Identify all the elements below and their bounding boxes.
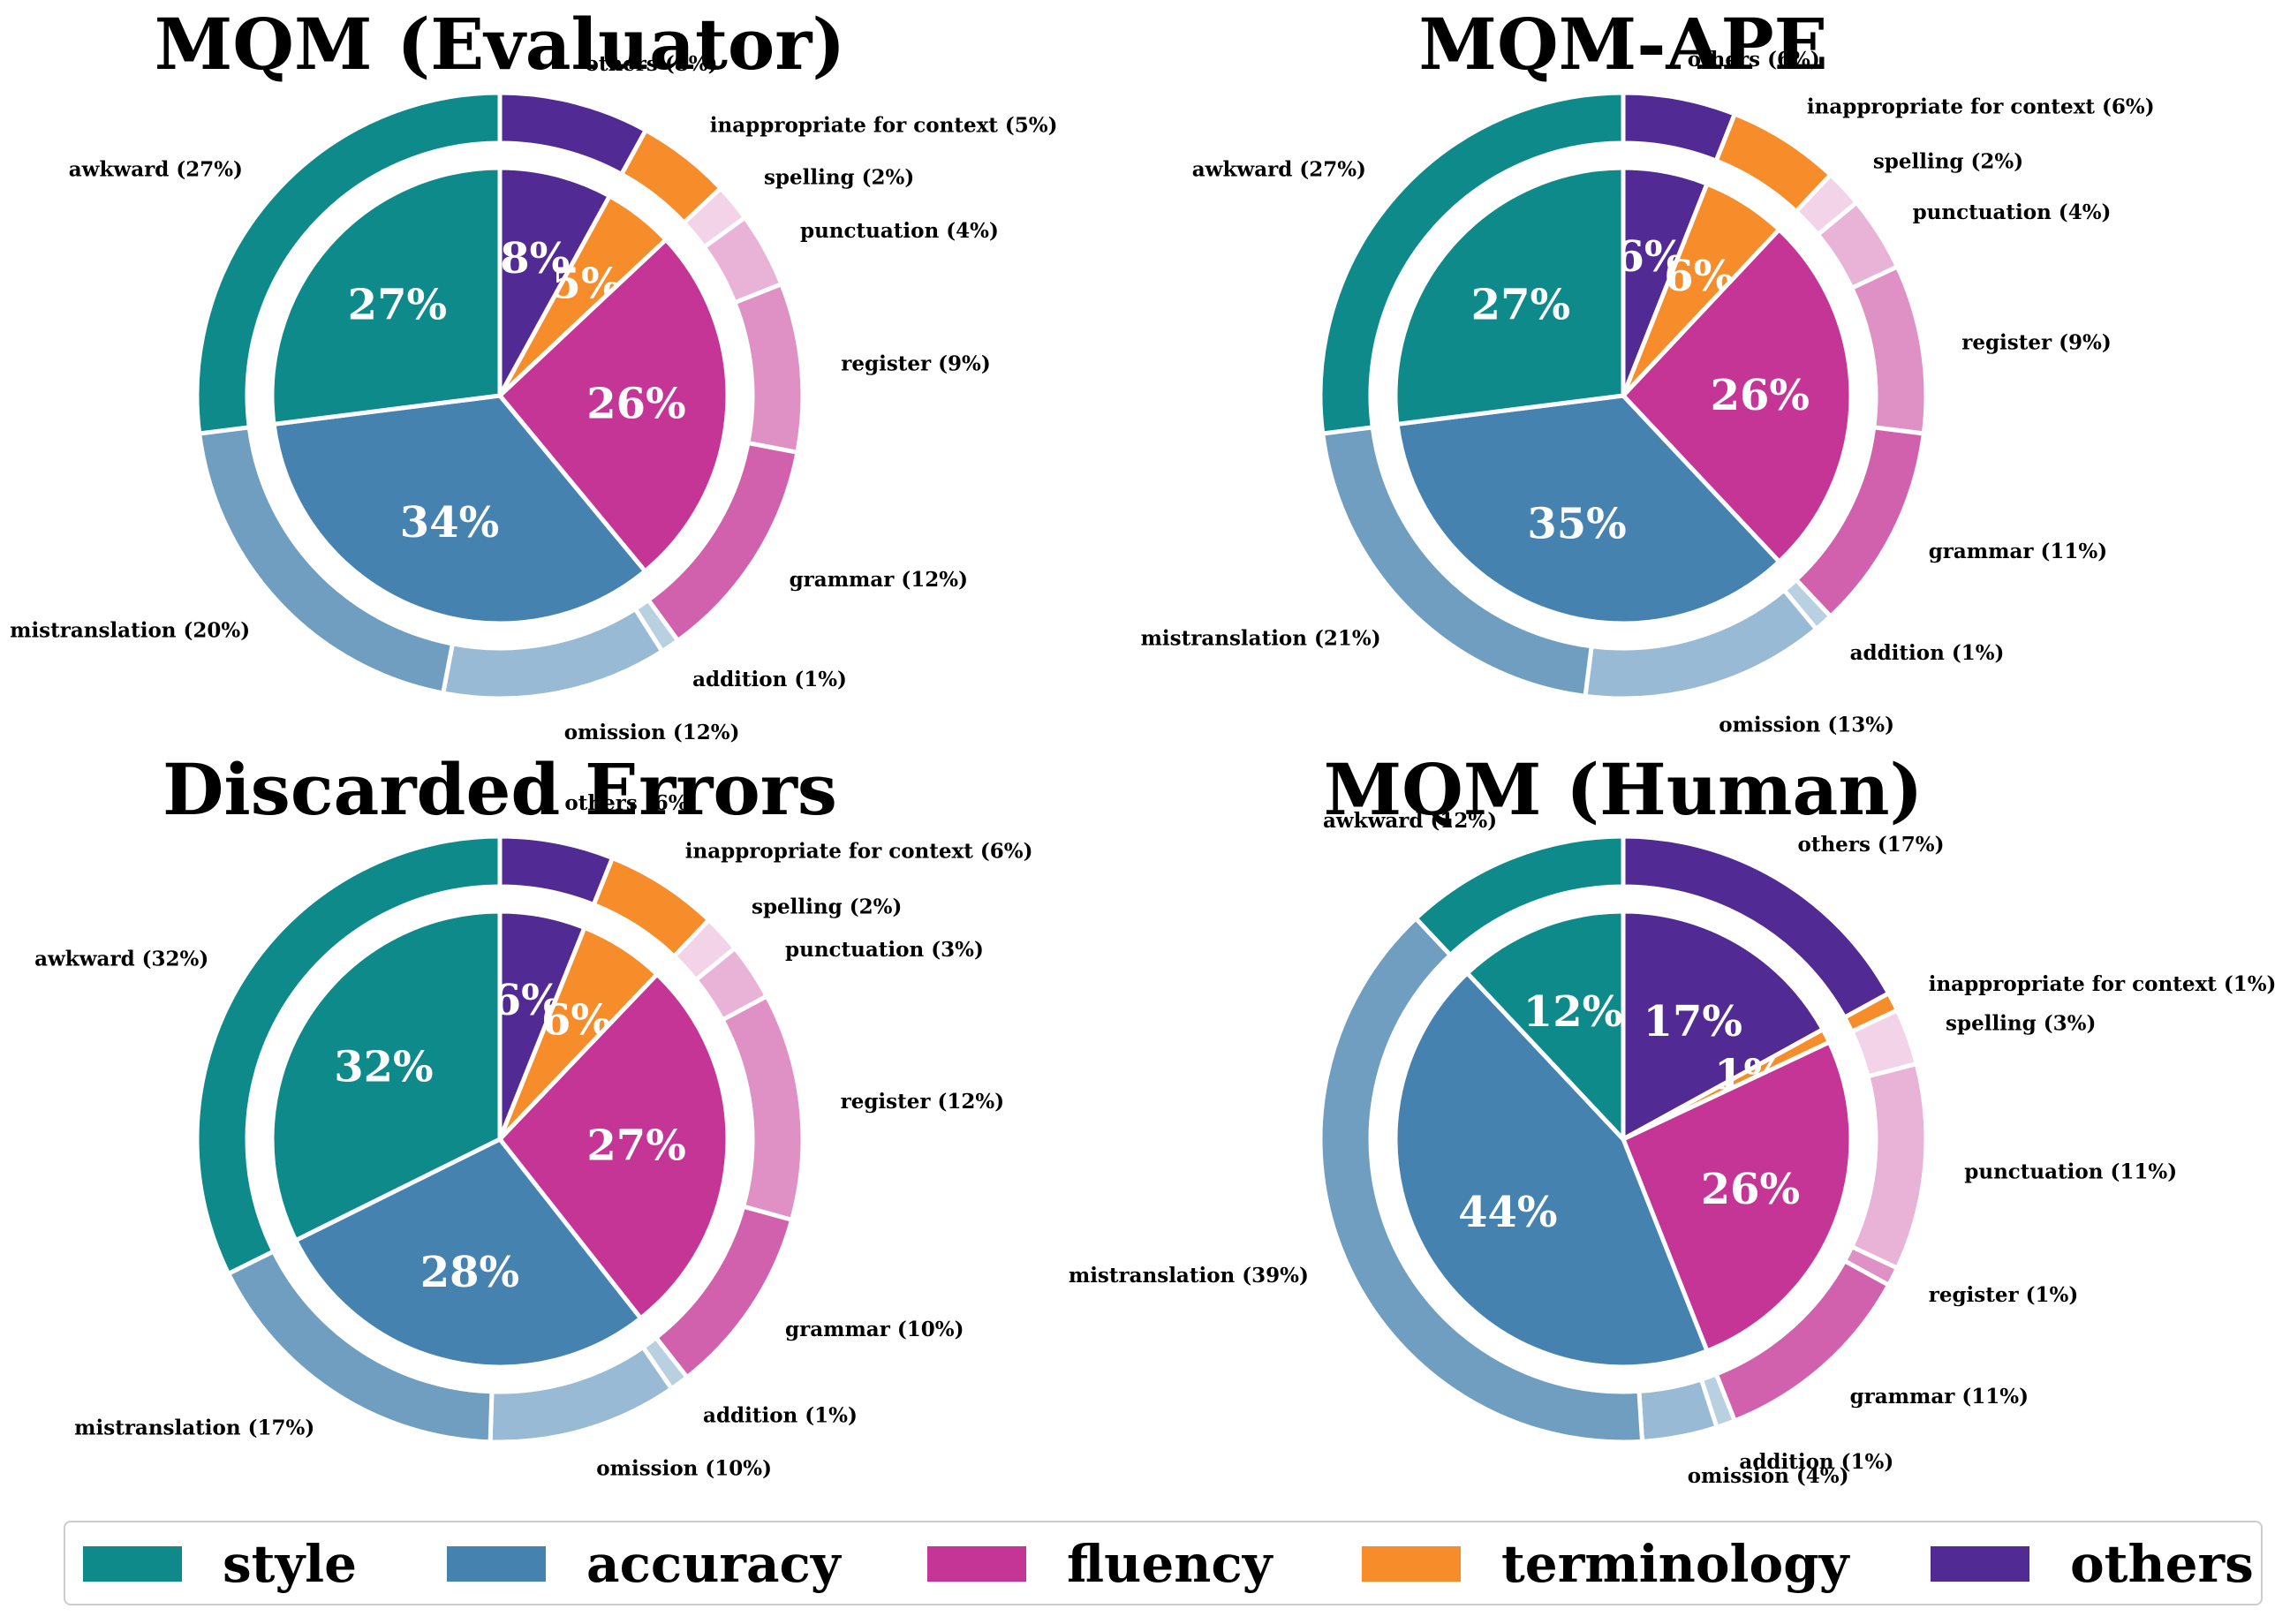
- inner-label-accuracy: 28%: [420, 1248, 519, 1297]
- outer-label-awkward: awkward (32%): [34, 947, 208, 971]
- outer-label-awkward: awkward (27%): [1192, 157, 1366, 181]
- outer-label-awkward: awkward (27%): [69, 157, 243, 181]
- outer-label-mistranslation: mistranslation (21%): [1141, 626, 1381, 650]
- legend-label-style: style: [223, 1542, 357, 1586]
- outer-label-spelling: spelling (2%): [1873, 149, 2023, 173]
- outer-label-others: others (17%): [1798, 833, 1945, 857]
- outer-label-mistranslation: mistranslation (39%): [1069, 1264, 1309, 1288]
- outer-label-mistranslation: mistranslation (20%): [10, 619, 250, 643]
- outer-label-grammar: grammar (11%): [1850, 1385, 2029, 1409]
- outer-label-punctuation: punctuation (4%): [800, 219, 999, 243]
- legend-item-fluency: fluency: [927, 1542, 1272, 1586]
- outer-label-omission: omission (12%): [564, 721, 740, 744]
- outer-slice-omission: [1639, 1379, 1717, 1441]
- outer-label-others: others (6%): [564, 791, 697, 815]
- outer-slice-register: [735, 284, 803, 453]
- outer-label-mistranslation: mistranslation (17%): [74, 1416, 314, 1439]
- legend-item-terminology: terminology: [1362, 1542, 1848, 1586]
- outer-slice-register: [722, 996, 803, 1220]
- inner-label-style: 32%: [334, 1042, 433, 1091]
- outer-label-others: others (8%): [585, 52, 717, 76]
- outer-label-register: register (1%): [1929, 1283, 2079, 1307]
- outer-label-awkward: awkward (12%): [1323, 809, 1497, 833]
- outer-label-omission: omission (4%): [1688, 1464, 1849, 1488]
- legend-swatch-fluency: [927, 1546, 1026, 1582]
- legend-item-accuracy: accuracy: [447, 1542, 841, 1586]
- inner-label-fluency: 26%: [1711, 371, 1810, 420]
- legend-item-style: style: [83, 1542, 357, 1586]
- outer-label-grammar: grammar (11%): [1929, 540, 2107, 563]
- inner-label-fluency: 26%: [1701, 1165, 1800, 1214]
- chart-title: MQM-APE: [1418, 3, 1827, 86]
- figure: MQM (Evaluator)8%5%26%34%27%others (8%)i…: [0, 0, 2290, 1519]
- inner-label-style: 12%: [1523, 987, 1622, 1037]
- inner-label-accuracy: 34%: [400, 498, 499, 548]
- pie-chart-mqm-evaluator: MQM (Evaluator)8%5%26%34%27%others (8%)i…: [10, 3, 1057, 744]
- inner-label-fluency: 26%: [586, 380, 685, 429]
- outer-slice-register: [1852, 267, 1926, 434]
- legend-swatch-terminology: [1362, 1546, 1461, 1582]
- legend: style accuracy fluency terminology other…: [64, 1521, 2263, 1605]
- legend-label-others: others: [2070, 1542, 2254, 1586]
- outer-label-grammar: grammar (12%): [790, 568, 968, 592]
- legend-item-others: others: [1931, 1542, 2254, 1586]
- outer-label-punctuation: punctuation (4%): [1913, 200, 2112, 224]
- inner-label-accuracy: 35%: [1527, 500, 1626, 549]
- legend-swatch-accuracy: [447, 1546, 546, 1582]
- outer-label-punctuation: punctuation (3%): [785, 938, 984, 962]
- legend-swatch-others: [1931, 1546, 2029, 1582]
- legend-label-fluency: fluency: [1067, 1542, 1272, 1586]
- legend-label-accuracy: accuracy: [586, 1542, 841, 1586]
- outer-label-spelling: spelling (2%): [752, 895, 902, 919]
- outer-label-omission: omission (13%): [1719, 714, 1894, 737]
- outer-label-spelling: spelling (3%): [1946, 1012, 2096, 1036]
- outer-label-grammar: grammar (10%): [785, 1318, 964, 1341]
- outer-label-inappropriate-for-context: inappropriate for context (6%): [685, 840, 1033, 864]
- outer-label-register: register (9%): [841, 351, 991, 375]
- inner-label-others: 17%: [1644, 997, 1742, 1046]
- inner-label-fluency: 27%: [586, 1121, 685, 1170]
- outer-label-inappropriate-for-context: inappropriate for context (6%): [1807, 94, 2155, 118]
- outer-label-addition: addition (1%): [703, 1403, 858, 1427]
- chart-title: MQM (Evaluator): [155, 3, 846, 86]
- outer-label-inappropriate-for-context: inappropriate for context (5%): [710, 113, 1058, 137]
- outer-label-others: others (6%): [1688, 48, 1820, 72]
- inner-label-style: 27%: [348, 281, 447, 330]
- outer-label-omission: omission (10%): [596, 1456, 772, 1480]
- outer-label-addition: addition (1%): [692, 668, 847, 691]
- outer-label-punctuation: punctuation (11%): [1964, 1160, 2177, 1184]
- outer-slice-punctuation: [1852, 1064, 1926, 1268]
- outer-label-spelling: spelling (2%): [764, 166, 914, 190]
- pie-chart-mqm-human: MQM (Human)17%1%26%44%12%others (17%)ina…: [1069, 748, 2277, 1488]
- outer-slice-others: [500, 93, 646, 174]
- outer-label-register: register (9%): [1961, 330, 2112, 354]
- chart-title: Discarded Errors: [162, 748, 837, 831]
- legend-label-terminology: terminology: [1501, 1542, 1848, 1586]
- outer-label-inappropriate-for-context: inappropriate for context (1%): [1929, 972, 2277, 996]
- outer-label-register: register (12%): [841, 1090, 1005, 1114]
- legend-swatch-style: [83, 1546, 182, 1582]
- inner-label-accuracy: 44%: [1458, 1188, 1557, 1237]
- inner-label-style: 27%: [1471, 281, 1570, 330]
- pie-chart-discarded-errors: Discarded Errors6%6%27%28%32%others (6%)…: [34, 748, 1032, 1480]
- outer-label-addition: addition (1%): [1850, 641, 2005, 665]
